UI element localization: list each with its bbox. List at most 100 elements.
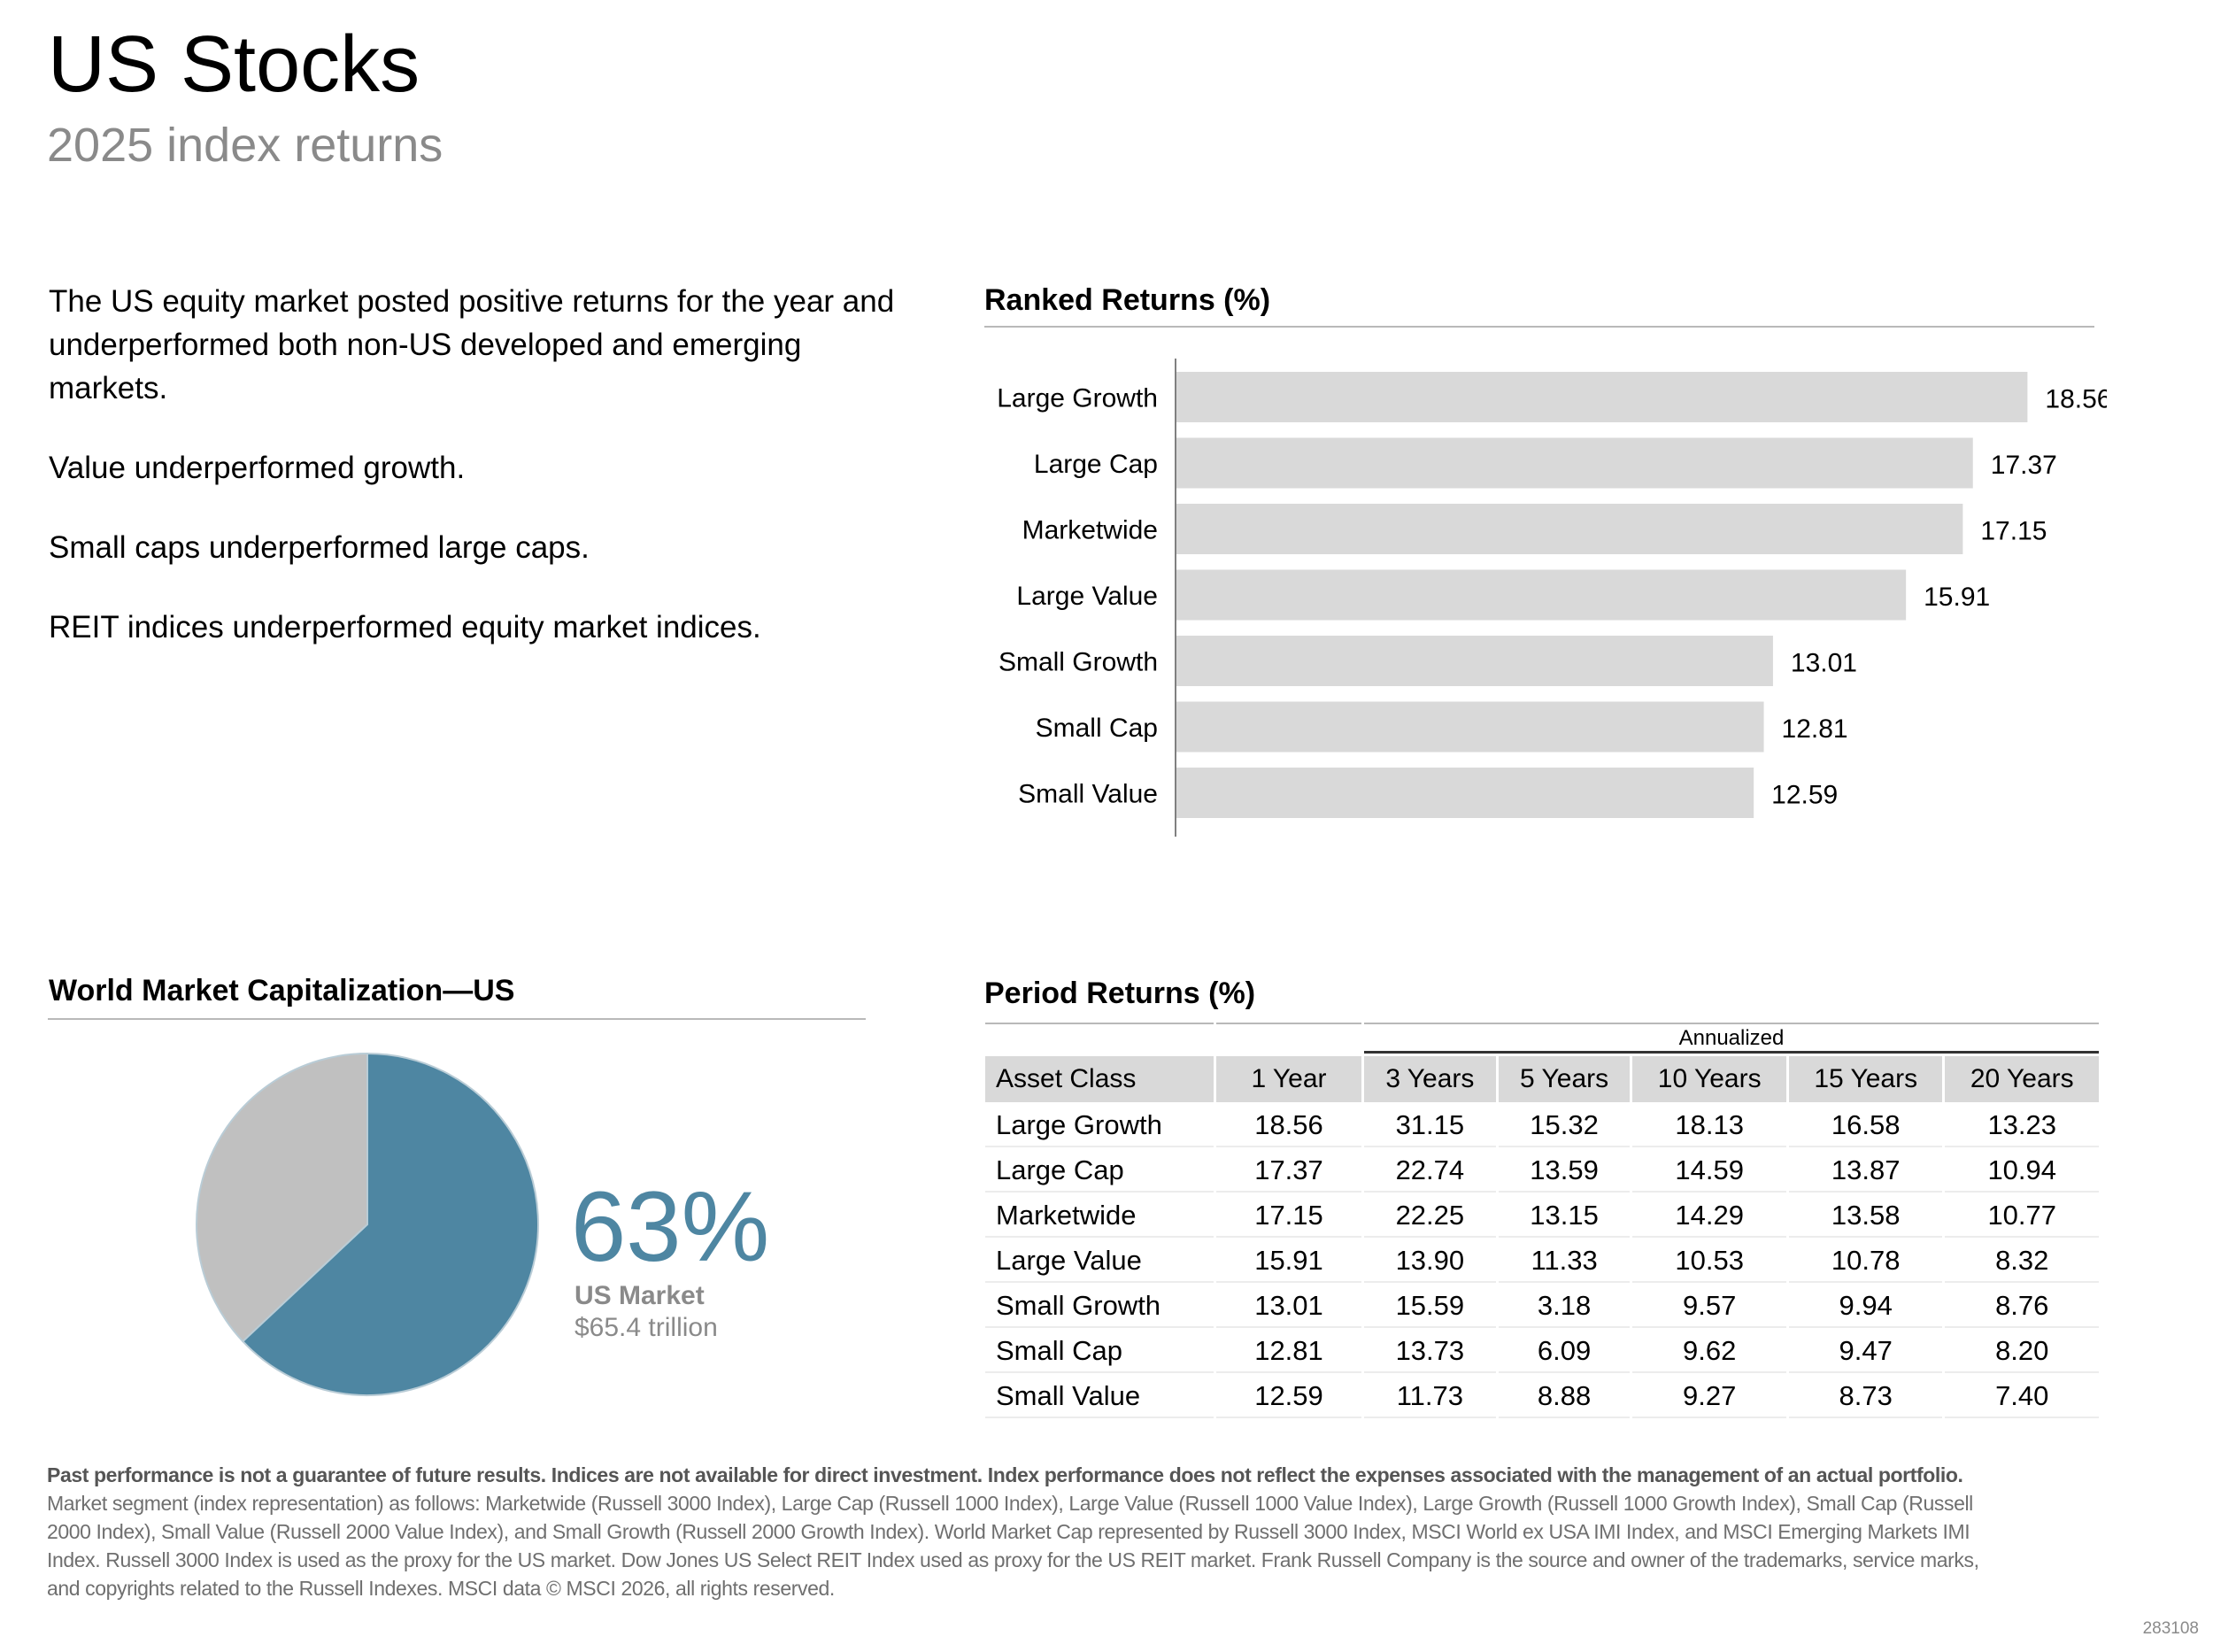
ranked-returns-divider (984, 326, 2094, 328)
return-cell: 22.25 (1364, 1195, 1496, 1238)
return-cell: 17.15 (1216, 1195, 1361, 1238)
return-cell: 13.15 (1498, 1195, 1631, 1238)
ranked-returns-title: Ranked Returns (%) (984, 283, 1271, 317)
value-label: 15.91 (1924, 583, 1990, 612)
table-row: Large Growth 18.56 31.15 15.32 18.13 16.58 13.… (985, 1105, 2099, 1147)
bar-large-value (1176, 569, 1907, 621)
column-header: 15 Years (1788, 1056, 1943, 1102)
bar-large-growth (1176, 372, 2028, 422)
category-label: Small Value (1018, 780, 1158, 809)
table-row: Small Growth 13.01 15.59 3.18 9.57 9.94 8.76 (985, 1285, 2099, 1328)
return-cell: 11.73 (1364, 1376, 1496, 1418)
value-label: 12.59 (1771, 781, 1838, 810)
value-label: 12.81 (1782, 714, 1848, 744)
return-cell: 9.27 (1632, 1376, 1786, 1418)
return-cell: 8.32 (1945, 1240, 2099, 1283)
asset-class-cell: Small Growth (985, 1285, 1214, 1328)
return-cell: 10.94 (1945, 1150, 2099, 1193)
return-cell: 10.77 (1945, 1195, 2099, 1238)
blank-cell (1216, 1023, 1361, 1054)
return-cell: 9.62 (1632, 1331, 1786, 1373)
return-cell: 15.59 (1364, 1285, 1496, 1328)
asset-class-cell: Large Cap (985, 1150, 1214, 1193)
bar-small-cap (1176, 701, 1764, 753)
column-header: 3 Years (1364, 1056, 1496, 1102)
category-label: Large Cap (1034, 450, 1158, 479)
bar-large-cap (1176, 437, 1973, 489)
return-cell: 9.57 (1632, 1285, 1786, 1328)
page-subtitle: 2025 index returns (47, 119, 443, 172)
category-label: Small Growth (999, 648, 1158, 677)
summary-paragraph: REIT indices underperformed equity marke… (49, 610, 761, 645)
return-cell: 13.23 (1945, 1105, 2099, 1147)
pie-slice-us (241, 1052, 539, 1396)
return-cell: 13.59 (1498, 1150, 1631, 1193)
return-cell: 9.47 (1788, 1331, 1943, 1373)
value-label: 17.15 (1980, 517, 2047, 546)
category-label: Large Value (1016, 582, 1158, 611)
return-cell: 10.53 (1632, 1240, 1786, 1283)
summary-paragraph: Small caps underperformed large caps. (49, 530, 590, 565)
blank-cell (985, 1023, 1214, 1054)
category-label: Marketwide (1022, 516, 1158, 545)
return-cell: 11.33 (1498, 1240, 1631, 1283)
return-cell: 7.40 (1945, 1376, 2099, 1418)
table-row: Large Cap 17.37 22.74 13.59 14.59 13.87 10.94 (985, 1150, 2099, 1193)
disclosure-text: Market segment (index representation) as… (47, 1492, 1979, 1600)
return-cell: 13.87 (1788, 1150, 1943, 1193)
table-row: Small Value 12.59 11.73 8.88 9.27 8.73 7.40 (985, 1376, 2099, 1418)
asset-class-cell: Small Cap (985, 1331, 1214, 1373)
table-header-row: Asset Class 1 Year 3 Years 5 Years 10 Years 1… (985, 1056, 2099, 1102)
asset-class-cell: Large Growth (985, 1105, 1214, 1147)
disclosure-bold: Past performance is not a guarantee of f… (47, 1463, 1963, 1486)
pie-slice-rest (196, 1052, 368, 1343)
return-cell: 15.32 (1498, 1105, 1631, 1147)
summary-text: The US equity market posted positive ret… (49, 280, 898, 685)
document-code: 283108 (2142, 1619, 2199, 1638)
column-header: 1 Year (1216, 1056, 1361, 1102)
bar-marketwide (1176, 504, 1963, 554)
return-cell: 3.18 (1498, 1285, 1631, 1328)
return-cell: 8.20 (1945, 1331, 2099, 1373)
return-cell: 14.59 (1632, 1150, 1786, 1193)
ranked-returns-chart: Large Growth 18.56 Large Cap 17.37 Marketwid… (997, 359, 2107, 837)
world-market-cap-divider (48, 1018, 866, 1020)
return-cell: 13.58 (1788, 1195, 1943, 1238)
column-header: 5 Years (1498, 1056, 1631, 1102)
value-label: 13.01 (1791, 649, 1857, 678)
us-market-value: $65.4 trillion (574, 1313, 718, 1342)
summary-paragraph: The US equity market posted positive ret… (49, 284, 895, 405)
return-cell: 6.09 (1498, 1331, 1631, 1373)
column-header: 10 Years (1632, 1056, 1786, 1102)
disclosure-footnote: Past performance is not a guarantee of f… (47, 1461, 1986, 1602)
return-cell: 15.91 (1216, 1240, 1361, 1283)
return-cell: 17.37 (1216, 1150, 1361, 1193)
table-row: Small Cap 12.81 13.73 6.09 9.62 9.47 8.20 (985, 1331, 2099, 1373)
us-market-label: US Market (574, 1281, 705, 1310)
category-label: Large Growth (997, 384, 1158, 413)
bar-small-value (1176, 768, 1754, 818)
return-cell: 9.94 (1788, 1285, 1943, 1328)
return-cell: 31.15 (1364, 1105, 1496, 1147)
bar-small-growth (1176, 636, 1773, 686)
return-cell: 8.73 (1788, 1376, 1943, 1418)
summary-paragraph: Value underperformed growth. (49, 451, 466, 485)
us-market-percent: 63% (571, 1171, 770, 1282)
world-market-cap-pie (196, 1052, 539, 1396)
return-cell: 13.01 (1216, 1285, 1361, 1328)
return-cell: 13.73 (1364, 1331, 1496, 1373)
annualized-label: Annualized (1364, 1023, 2099, 1054)
table-row: Marketwide 17.15 22.25 13.15 14.29 13.58 10.77 (985, 1195, 2099, 1238)
world-market-cap-title: World Market Capitalization—US (49, 974, 515, 1007)
column-header: Asset Class (985, 1056, 1214, 1102)
return-cell: 22.74 (1364, 1150, 1496, 1193)
value-label: 17.37 (1991, 451, 2057, 480)
value-label: 18.56 (2045, 385, 2107, 414)
return-cell: 16.58 (1788, 1105, 1943, 1147)
page-title: US Stocks (48, 20, 420, 109)
asset-class-cell: Marketwide (985, 1195, 1214, 1238)
period-returns-title: Period Returns (%) (984, 977, 1256, 1010)
return-cell: 14.29 (1632, 1195, 1786, 1238)
category-label: Small Cap (1036, 714, 1158, 743)
return-cell: 8.76 (1945, 1285, 2099, 1328)
